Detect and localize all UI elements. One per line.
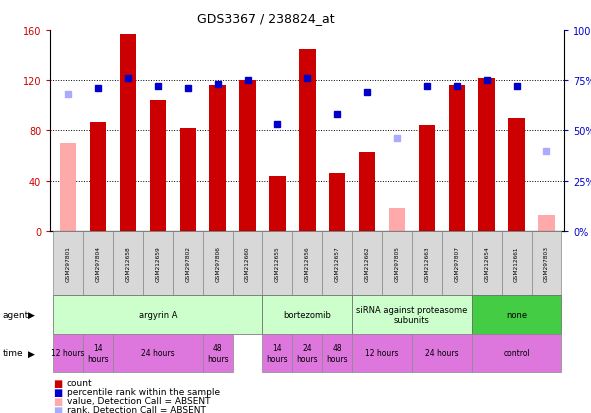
- Bar: [329, 174, 345, 231]
- Text: 14
hours: 14 hours: [87, 344, 109, 363]
- Text: 12 hours: 12 hours: [51, 349, 85, 358]
- Text: ■: ■: [53, 405, 63, 413]
- Text: count: count: [67, 378, 92, 387]
- Text: GSM212658: GSM212658: [125, 245, 131, 281]
- Bar: [508, 119, 525, 231]
- Text: 48
hours: 48 hours: [326, 344, 348, 363]
- Bar: [479, 78, 495, 231]
- Text: control: control: [503, 349, 530, 358]
- Text: siRNA against proteasome
subunits: siRNA against proteasome subunits: [356, 305, 467, 325]
- Text: GSM212655: GSM212655: [275, 245, 280, 281]
- Text: GSM212654: GSM212654: [484, 245, 489, 281]
- Text: argyrin A: argyrin A: [139, 311, 177, 319]
- Text: GSM212660: GSM212660: [245, 245, 250, 281]
- Text: value, Detection Call = ABSENT: value, Detection Call = ABSENT: [67, 396, 210, 405]
- Text: GSM297807: GSM297807: [454, 245, 459, 281]
- Text: ■: ■: [53, 378, 63, 388]
- Bar: [449, 86, 465, 231]
- Text: ▶: ▶: [28, 349, 35, 358]
- Bar: [150, 101, 166, 231]
- Text: GSM297803: GSM297803: [544, 245, 549, 281]
- Text: 24 hours: 24 hours: [141, 349, 175, 358]
- Text: GSM212659: GSM212659: [155, 245, 160, 281]
- Text: GDS3367 / 238824_at: GDS3367 / 238824_at: [197, 12, 335, 25]
- Text: GSM212661: GSM212661: [514, 246, 519, 281]
- Text: 24
hours: 24 hours: [297, 344, 318, 363]
- Text: GSM297804: GSM297804: [96, 245, 100, 281]
- Bar: [120, 35, 136, 231]
- Text: GSM212662: GSM212662: [365, 245, 369, 281]
- Text: GSM297806: GSM297806: [215, 245, 220, 281]
- Text: ▶: ▶: [28, 311, 35, 319]
- Bar: [538, 215, 555, 231]
- Text: time: time: [3, 349, 24, 358]
- Text: GSM297802: GSM297802: [185, 245, 190, 281]
- Text: ■: ■: [53, 387, 63, 397]
- Text: GSM212663: GSM212663: [424, 245, 430, 281]
- Text: 24 hours: 24 hours: [425, 349, 459, 358]
- Bar: [418, 126, 435, 231]
- Text: GSM297801: GSM297801: [66, 245, 71, 281]
- Bar: [359, 152, 375, 231]
- Text: GSM212656: GSM212656: [305, 245, 310, 281]
- Bar: [90, 122, 106, 231]
- Text: bortezomib: bortezomib: [283, 311, 332, 319]
- Text: 14
hours: 14 hours: [267, 344, 288, 363]
- Text: agent: agent: [3, 311, 29, 319]
- Bar: [180, 128, 196, 231]
- Text: 48
hours: 48 hours: [207, 344, 229, 363]
- Text: GSM297805: GSM297805: [395, 245, 400, 281]
- Text: percentile rank within the sample: percentile rank within the sample: [67, 387, 220, 396]
- Bar: [299, 50, 316, 231]
- Bar: [209, 86, 226, 231]
- Bar: [269, 176, 285, 231]
- Text: ■: ■: [53, 396, 63, 406]
- Text: rank, Detection Call = ABSENT: rank, Detection Call = ABSENT: [67, 405, 206, 413]
- Text: none: none: [506, 311, 527, 319]
- Text: 12 hours: 12 hours: [365, 349, 399, 358]
- Bar: [389, 209, 405, 231]
- Bar: [60, 144, 76, 231]
- Text: GSM212657: GSM212657: [335, 245, 340, 281]
- Bar: [239, 81, 256, 231]
